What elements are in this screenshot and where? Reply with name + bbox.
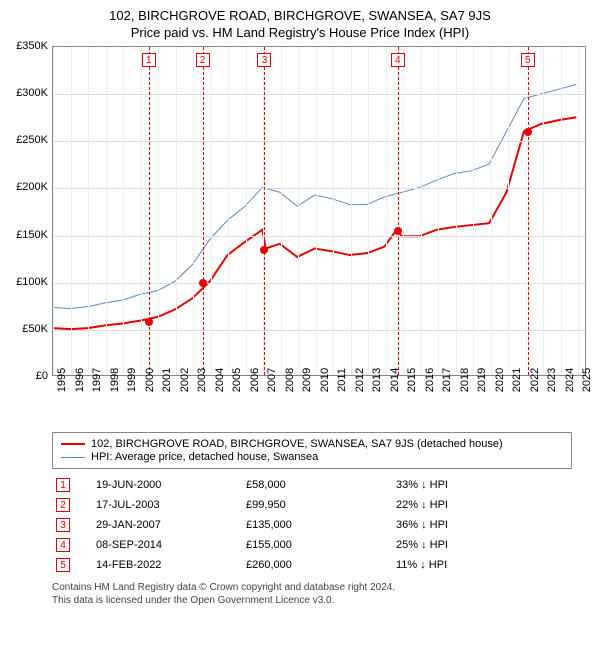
event-num: 2 [56,498,70,512]
event-date: 14-FEB-2022 [92,555,242,575]
x-tick-label: 2000 [144,368,156,392]
x-tick-label: 2024 [564,368,576,392]
x-tick-label: 2007 [266,368,278,392]
event-row: 2 17-JUL-2003£99,95022% ↓ HPI [52,495,572,515]
title-sub: Price paid vs. HM Land Registry's House … [10,25,590,40]
marker-box: 2 [196,53,210,67]
event-row: 4 08-SEP-2014£155,00025% ↓ HPI [52,535,572,555]
event-num: 1 [56,478,70,492]
y-tick-label: £0 [36,370,48,382]
legend-swatch [61,457,85,458]
x-tick-label: 2008 [284,368,296,392]
y-tick-label: £150K [16,229,48,241]
y-tick-label: £100K [16,276,48,288]
plot-area: 1 2 3 4 5 [52,46,586,376]
x-tick-label: 2019 [476,368,488,392]
legend-swatch [61,443,85,445]
x-tick-label: 2021 [511,368,523,392]
x-tick-label: 2001 [161,368,173,392]
footer-line: This data is licensed under the Open Gov… [52,594,572,607]
event-date: 08-SEP-2014 [92,535,242,555]
event-row: 3 29-JAN-2007£135,00036% ↓ HPI [52,515,572,535]
event-price: £260,000 [242,555,392,575]
events-table: 1 19-JUN-2000£58,00033% ↓ HPI 2 17-JUL-2003… [52,475,572,575]
x-tick-label: 2009 [301,368,313,392]
chart-area: £0£50K£100K£150K£200K£250K£300K£350K 123… [10,46,590,426]
x-tick-label: 2016 [424,368,436,392]
titles: 102, BIRCHGROVE ROAD, BIRCHGROVE, SWANSE… [10,8,590,40]
x-tick-label: 2012 [354,368,366,392]
price-dot [394,227,402,235]
x-tick-label: 2018 [459,368,471,392]
x-tick-label: 2022 [529,368,541,392]
x-tick-label: 2010 [319,368,331,392]
event-row: 5 14-FEB-2022£260,00011% ↓ HPI [52,555,572,575]
x-tick-label: 2005 [231,368,243,392]
event-price: £58,000 [242,475,392,495]
x-tick-label: 2002 [179,368,191,392]
x-tick-label: 2006 [249,368,261,392]
event-diff: 36% ↓ HPI [392,515,572,535]
x-tick-label: 1997 [91,368,103,392]
y-axis-labels: £0£50K£100K£150K£200K£250K£300K£350K [10,46,52,376]
x-axis-labels: 1995199619971998199920002001200220032004… [52,376,586,426]
y-tick-label: £200K [16,181,48,193]
event-price: £155,000 [242,535,392,555]
x-tick-label: 2015 [406,368,418,392]
price-dot [199,279,207,287]
event-date: 29-JAN-2007 [92,515,242,535]
x-tick-label: 2014 [389,368,401,392]
price-dot [145,318,153,326]
y-tick-label: £50K [22,323,48,335]
legend-row: 102, BIRCHGROVE ROAD, BIRCHGROVE, SWANSE… [61,438,563,450]
event-row: 1 19-JUN-2000£58,00033% ↓ HPI [52,475,572,495]
footer-line: Contains HM Land Registry data © Crown c… [52,581,572,594]
event-num: 4 [56,538,70,552]
marker-box: 1 [142,53,156,67]
marker-box: 5 [521,53,535,67]
x-tick-label: 2013 [371,368,383,392]
event-diff: 22% ↓ HPI [392,495,572,515]
marker-box: 3 [257,53,271,67]
legend-label: 102, BIRCHGROVE ROAD, BIRCHGROVE, SWANSE… [91,438,503,450]
x-tick-label: 1995 [56,368,68,392]
event-diff: 33% ↓ HPI [392,475,572,495]
footer: Contains HM Land Registry data © Crown c… [52,581,572,607]
lines-svg [53,47,585,375]
event-diff: 25% ↓ HPI [392,535,572,555]
x-tick-label: 2004 [214,368,226,392]
marker-box: 4 [391,53,405,67]
x-tick-label: 2011 [336,368,348,392]
event-num: 5 [56,558,70,572]
y-tick-label: £250K [16,134,48,146]
price-dot [260,246,268,254]
legend: 102, BIRCHGROVE ROAD, BIRCHGROVE, SWANSE… [52,432,572,469]
x-tick-label: 2020 [494,368,506,392]
x-tick-label: 2003 [196,368,208,392]
event-price: £99,950 [242,495,392,515]
event-diff: 11% ↓ HPI [392,555,572,575]
x-tick-label: 2023 [546,368,558,392]
chart-container: 102, BIRCHGROVE ROAD, BIRCHGROVE, SWANSE… [0,0,600,615]
event-num: 3 [56,518,70,532]
event-date: 19-JUN-2000 [92,475,242,495]
y-tick-label: £300K [16,87,48,99]
legend-label: HPI: Average price, detached house, Swan… [91,451,318,463]
event-date: 17-JUL-2003 [92,495,242,515]
x-tick-label: 1996 [74,368,86,392]
x-tick-label: 1999 [126,368,138,392]
y-tick-label: £350K [16,40,48,52]
event-price: £135,000 [242,515,392,535]
price-dot [524,128,532,136]
x-tick-label: 2025 [581,368,593,392]
title-main: 102, BIRCHGROVE ROAD, BIRCHGROVE, SWANSE… [10,8,590,23]
legend-row: HPI: Average price, detached house, Swan… [61,451,563,463]
x-tick-label: 2017 [441,368,453,392]
x-tick-label: 1998 [109,368,121,392]
